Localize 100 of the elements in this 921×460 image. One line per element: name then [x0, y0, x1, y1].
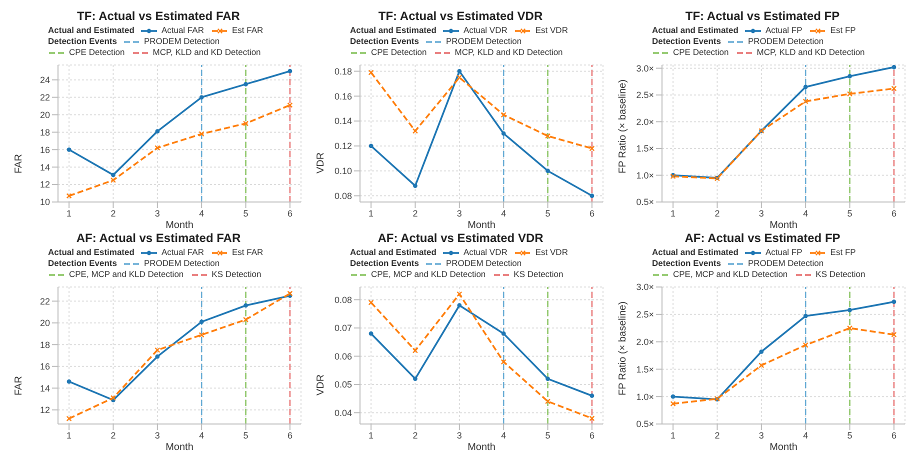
x-tick-label: 3 [758, 208, 764, 218]
y-tick-label: 24 [40, 75, 50, 86]
x-tick-label: 1 [368, 208, 374, 218]
legend-title: Actual and Estimated [48, 247, 134, 258]
legend-label: CPE, MCP and KLD Detection [68, 269, 184, 280]
x-tick-label: 2 [714, 430, 720, 440]
legend-label: Actual VDR [462, 247, 508, 258]
legend-title: Actual and Estimated [48, 25, 134, 36]
legend-title: Actual and Estimated [652, 247, 738, 258]
legend-title: Actual and Estimated [652, 25, 738, 36]
y-tick-label: 2.0× [636, 336, 654, 347]
x-tick-label: 1 [66, 208, 72, 218]
x-tick-label: 4 [199, 208, 204, 218]
x-tick-label: 3 [758, 430, 764, 440]
text: Detection Events [350, 36, 419, 47]
y-tick-label: 2.5× [636, 90, 654, 100]
chart-title: AF: Actual vs Estimated FP [684, 230, 842, 247]
y-axis-title: VDR [316, 152, 327, 174]
y-tick-label: 0.08 [334, 190, 352, 201]
legend-label: Est FAR [230, 247, 264, 258]
y-axis-title: FAR [14, 376, 25, 396]
x-tick-label: 5 [243, 430, 248, 440]
x-tick-label: 6 [589, 208, 594, 218]
text: Detection Events [350, 258, 419, 269]
x-axis-title: Month [770, 220, 798, 231]
legend-label: CPE, MCP and KLD Detection [370, 269, 486, 280]
legend-label: Actual VDR [462, 25, 508, 36]
y-tick-label: 0.05 [334, 380, 352, 390]
x-tick-label: 4 [803, 430, 808, 440]
chart-title: TF: Actual vs Estimated FAR [76, 8, 241, 25]
text: Detection Events [48, 258, 117, 269]
x-tick-label: 4 [803, 208, 808, 218]
x-tick-label: 1 [368, 430, 374, 440]
legend-label: CPE Detection [370, 47, 427, 58]
legend-label: Actual FP [764, 25, 802, 36]
y-tick-label: 1.5× [636, 364, 654, 374]
x-tick-label: 2 [412, 208, 418, 218]
x-tick-label: 2 [110, 430, 116, 440]
x-tick-label: 2 [714, 208, 720, 218]
x-tick-label: 5 [545, 430, 550, 440]
y-tick-label: 0.06 [334, 351, 352, 362]
legend-label: Est FP [829, 247, 856, 258]
x-tick-label: 3 [154, 208, 160, 218]
x-tick-label: 4 [501, 430, 506, 440]
legend-label: Est FP [829, 25, 856, 36]
y-tick-label: 22 [40, 92, 50, 102]
y-tick-label: 14 [40, 162, 50, 172]
y-tick-label: 0.16 [334, 91, 352, 102]
x-tick-label: 6 [287, 430, 292, 440]
x-axis-title: Month [166, 220, 194, 231]
x-tick-label: 6 [589, 430, 594, 440]
x-tick-label: 1 [670, 208, 676, 218]
x-tick-label: 5 [847, 208, 852, 218]
legend-title: Actual and Estimated [350, 25, 436, 36]
legend-label: KS Detection [210, 269, 262, 280]
y-tick-label: 16 [40, 144, 50, 155]
legend-label: CPE, MCP and KLD Detection [672, 269, 788, 280]
x-tick-label: 3 [154, 430, 160, 440]
x-tick-label: 5 [243, 208, 248, 218]
x-tick-label: 5 [545, 208, 550, 218]
x-tick-label: 4 [501, 208, 506, 218]
legend-label: PRODEM Detection [746, 258, 824, 269]
legend-label: PRODEM Detection [444, 258, 522, 269]
y-tick-label: 3.0× [636, 63, 654, 74]
y-tick-label: 10 [40, 197, 50, 208]
y-tick-label: 12 [40, 180, 50, 190]
text: Detection Events [652, 258, 721, 269]
legend-label: PRODEM Detection [142, 36, 220, 47]
legend-label: Actual FAR [160, 247, 204, 258]
legend-label: CPE Detection [672, 47, 729, 58]
y-tick-label: 3.0× [636, 282, 654, 292]
x-tick-label: 6 [891, 208, 896, 218]
legend-label: MCP, KLD and KD Detection [152, 47, 261, 58]
x-tick-label: 6 [891, 430, 896, 440]
x-tick-label: 3 [456, 208, 462, 218]
y-tick-label: 16 [40, 362, 50, 372]
y-tick-label: 20 [40, 318, 50, 328]
legend-label: KS Detection [814, 269, 866, 280]
legend-label: MCP, KLD and KD Detection [454, 47, 563, 58]
legend-label: PRODEM Detection [746, 36, 824, 47]
legend-label: PRODEM Detection [142, 258, 220, 269]
legend-label: KS Detection [512, 269, 564, 280]
y-tick-label: 18 [40, 127, 50, 138]
x-tick-label: 2 [110, 208, 116, 218]
legend-label: MCP, KLD and KD Detection [756, 47, 865, 58]
y-tick-label: 12 [40, 405, 50, 416]
y-tick-label: 1.0× [636, 170, 654, 180]
y-axis-title: FP Ratio (× baseline) [618, 301, 629, 396]
y-axis-title: FAR [14, 154, 25, 174]
legend-title: Actual and Estimated [350, 247, 436, 258]
y-tick-label: 22 [40, 296, 50, 306]
y-tick-label: 20 [40, 110, 50, 120]
x-axis-title: Month [468, 220, 496, 231]
x-tick-label: 4 [199, 430, 204, 440]
y-axis-title: VDR [316, 374, 327, 396]
legend-label: Est VDR [534, 247, 568, 258]
x-tick-label: 3 [456, 430, 462, 440]
y-tick-label: 0.10 [334, 166, 352, 176]
chart-title: AF: Actual vs Estimated FAR [75, 230, 242, 247]
legend-label: CPE Detection [68, 47, 125, 58]
